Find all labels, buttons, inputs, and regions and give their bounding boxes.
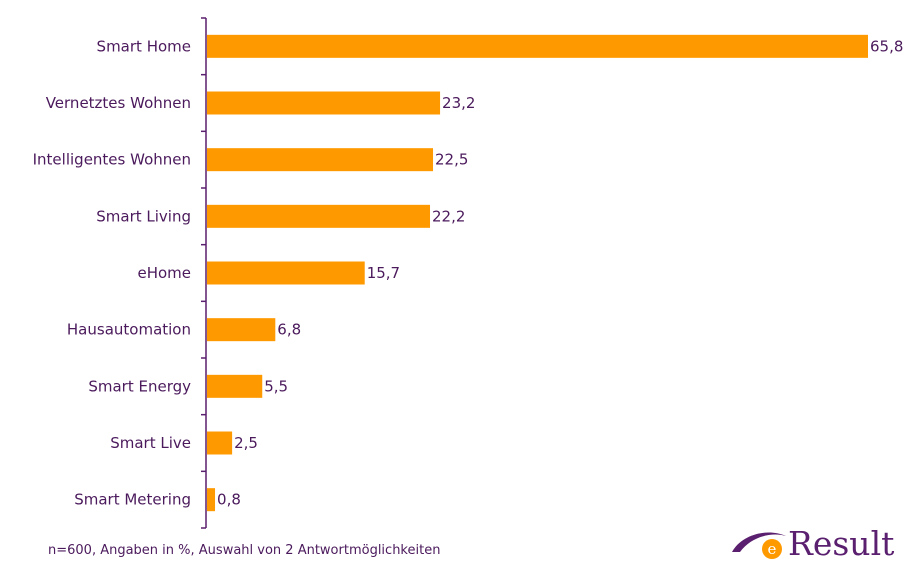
category-label: Smart Home bbox=[97, 37, 191, 55]
category-label: Vernetztes Wohnen bbox=[46, 94, 191, 112]
bar bbox=[207, 488, 216, 512]
result-logo-mark-letter: e bbox=[768, 540, 777, 558]
bar bbox=[207, 91, 441, 115]
labels-layer: Smart Home 65,8 Vernetztes Wohnen 23,2 Intel… bbox=[33, 37, 904, 508]
value-label: 23,2 bbox=[442, 94, 475, 112]
bars-layer bbox=[207, 34, 868, 512]
bar bbox=[207, 318, 276, 342]
value-label: 22,5 bbox=[435, 151, 468, 169]
category-label: Smart Live bbox=[110, 434, 191, 452]
category-label: Intelligentes Wohnen bbox=[33, 151, 191, 169]
value-label: 5,5 bbox=[264, 377, 288, 395]
category-label: Hausautomation bbox=[67, 321, 191, 339]
category-label: Smart Living bbox=[96, 207, 191, 225]
bar bbox=[207, 34, 868, 58]
bar bbox=[207, 261, 365, 285]
footnote: n=600, Angaben in %, Auswahl von 2 Antwo… bbox=[48, 543, 441, 558]
value-label: 2,5 bbox=[234, 434, 258, 452]
axis-layer bbox=[201, 17, 207, 529]
bar bbox=[207, 148, 434, 172]
bar bbox=[207, 204, 431, 228]
bar bbox=[207, 374, 263, 398]
value-label: 0,8 bbox=[217, 491, 241, 509]
value-label: 15,7 bbox=[367, 264, 400, 282]
value-label: 22,2 bbox=[432, 207, 465, 225]
result-logo-text: Result bbox=[788, 524, 895, 563]
bar bbox=[207, 431, 233, 455]
value-label: 6,8 bbox=[277, 321, 301, 339]
category-label: Smart Metering bbox=[74, 491, 191, 509]
value-label: 65,8 bbox=[870, 37, 903, 55]
result-logo: e Result bbox=[728, 522, 906, 566]
result-logo-mark-icon: e bbox=[732, 532, 786, 559]
category-label: Smart Energy bbox=[88, 377, 191, 395]
category-label: eHome bbox=[137, 264, 191, 282]
